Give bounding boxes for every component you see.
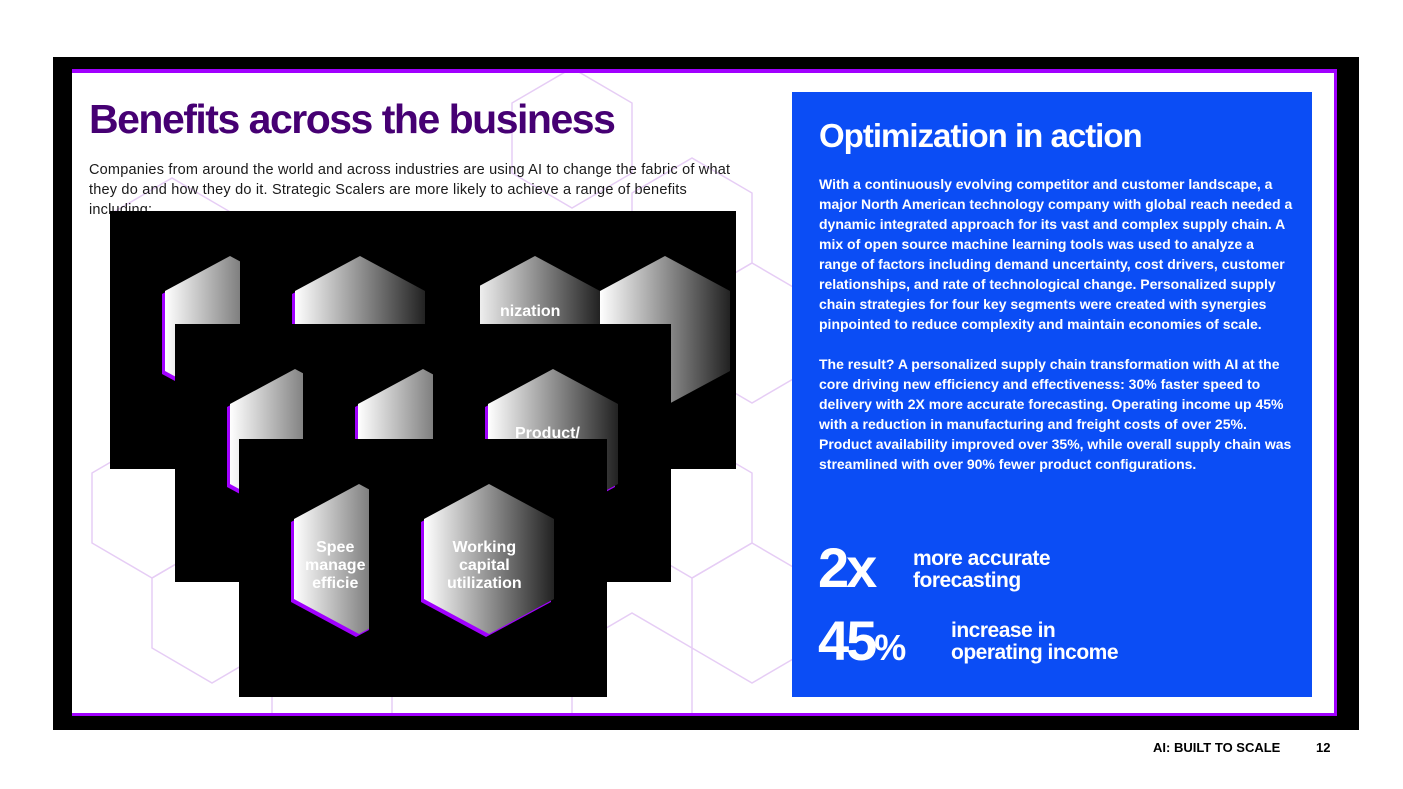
stat-forecasting-label: more accurate forecasting <box>913 547 1051 592</box>
hex-label-speed: Spee manage efficie <box>305 539 366 592</box>
hexagon-shape <box>421 484 554 637</box>
footer-doc-title: AI: BUILT TO SCALE <box>1153 740 1281 755</box>
stat-operating-income-label-line-2: operating income <box>951 641 1119 664</box>
hex-tile-bottom-1: Spee manage efficie <box>239 439 369 697</box>
stat-forecasting-value: 2x <box>818 536 877 599</box>
intro-text: Companies from around the world and acro… <box>89 162 731 218</box>
hex-label-product: Product/ <box>515 425 580 442</box>
page-title: Benefits across the business <box>89 96 616 142</box>
hex-label-working-capital: Working capital utilization <box>447 539 522 592</box>
panel-paragraph-2: The result? A personalized supply chain … <box>819 356 1292 472</box>
hex-tile-bottom-2: Working capital utilization <box>369 439 607 697</box>
stat-operating-income-label: increase in operating income <box>951 619 1119 664</box>
hex-label-optimization: nization <box>500 303 561 320</box>
hexagon-shape <box>291 484 369 637</box>
stat-forecasting-label-line-2: forecasting <box>913 569 1021 592</box>
panel-paragraph-1: With a continuously evolving competitor … <box>819 176 1293 332</box>
stat-operating-income-label-line-1: increase in <box>951 619 1056 642</box>
footer-page-number: 12 <box>1316 740 1331 755</box>
stat-operating-income-unit: % <box>874 627 907 668</box>
panel-title: Optimization in action <box>819 117 1143 154</box>
stat-forecasting-label-line-1: more accurate <box>913 547 1051 570</box>
panel-body: With a continuously evolving competitor … <box>819 174 1294 494</box>
stat-operating-income-number: 45 <box>818 609 877 672</box>
optimization-panel: Optimization in action With a continuous… <box>792 92 1312 697</box>
stat-operating-income-value: 45% <box>818 613 906 676</box>
